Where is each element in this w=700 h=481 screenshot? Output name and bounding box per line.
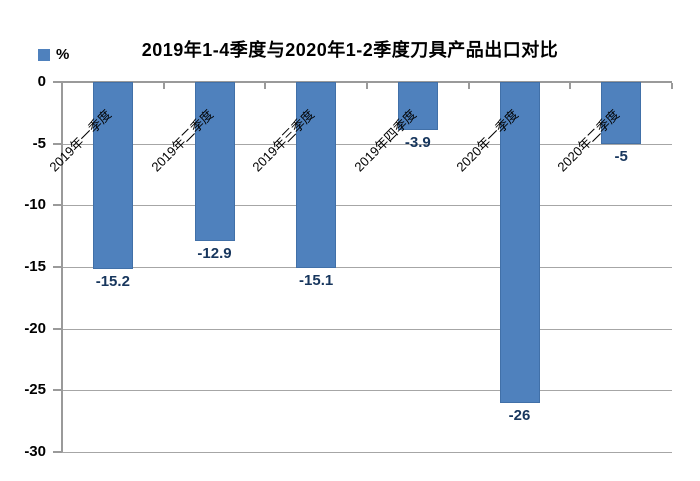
bar-2019年二季度 [194, 82, 235, 242]
data-label-2020年一季度: -26 [508, 406, 531, 424]
chart-title: 2019年1-4季度与2020年1-2季度刀具产品出口对比 [141, 40, 559, 60]
gridline-y--10 [62, 205, 672, 207]
y-axis-line [61, 82, 63, 452]
data-label-2019年三季度: -15.1 [299, 272, 334, 290]
x-axis-tick-4 [467, 83, 470, 89]
bar-2020年二季度 [601, 82, 642, 144]
y-axis-tick--10 [53, 204, 62, 207]
x-axis-tick-2 [264, 83, 267, 89]
y-axis-label-0: 0 [37, 73, 46, 90]
y-axis-tick--25 [53, 389, 62, 392]
x-axis-tick-1 [162, 83, 165, 89]
x-axis-tick-3 [366, 83, 368, 89]
y-axis-label--5: -5 [32, 134, 46, 152]
bar-2019年三季度 [296, 82, 337, 269]
legend: % [38, 46, 69, 63]
y-axis-label--30: -30 [24, 443, 46, 460]
y-axis-tick-0 [53, 81, 62, 83]
x-axis-tick-0 [61, 83, 63, 89]
x-axis-line [62, 81, 672, 83]
y-axis-tick--30 [53, 451, 62, 453]
data-label-2019年一季度: -15.2 [95, 273, 130, 291]
gridline-y--20 [62, 328, 672, 330]
data-label-2019年四季度: -3.9 [404, 134, 431, 152]
bar-2019年一季度 [92, 82, 133, 270]
gridline-y--15 [62, 267, 672, 268]
bar-2020年一季度 [499, 82, 540, 403]
y-axis-tick--5 [53, 142, 62, 145]
y-axis-label--15: -15 [24, 258, 46, 275]
data-label-2020年二季度: -5 [614, 147, 628, 165]
y-axis-tick--15 [53, 266, 62, 268]
y-axis-label--10: -10 [24, 196, 46, 214]
legend-label: % [56, 46, 70, 63]
x-axis-tick-6 [671, 83, 673, 89]
gridline-y--5 [62, 143, 672, 145]
bar-2019年四季度 [397, 82, 438, 131]
y-axis-label--20: -20 [24, 319, 46, 337]
gridline-y--30 [62, 452, 672, 453]
data-label-2019年二季度: -12.9 [197, 245, 232, 263]
gridline-y--25 [62, 390, 672, 392]
y-axis-tick--20 [53, 327, 62, 330]
x-axis-tick-5 [569, 83, 572, 89]
y-axis-label--25: -25 [24, 381, 46, 399]
legend-color-swatch [38, 48, 50, 61]
